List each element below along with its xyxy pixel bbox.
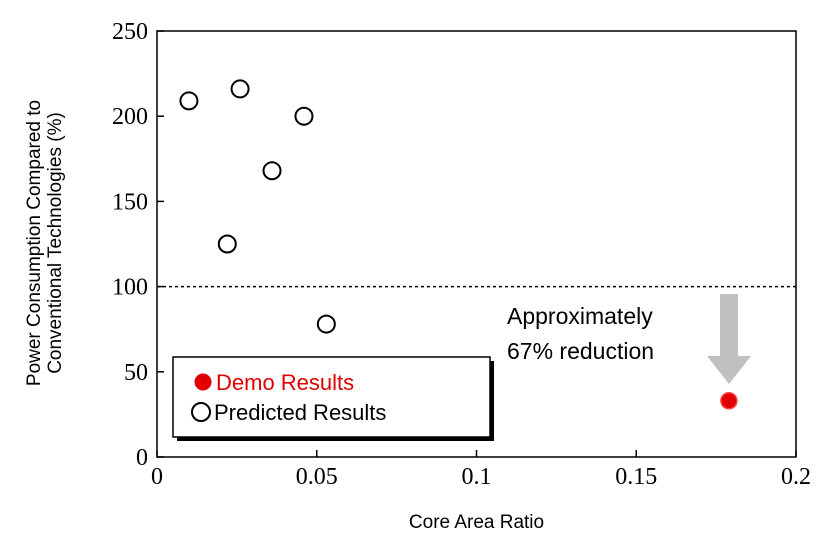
legend: Demo Results Predicted Results bbox=[172, 356, 494, 441]
y-tick-label: 0 bbox=[136, 445, 148, 471]
legend-marker-predicted bbox=[191, 402, 211, 422]
reduction-arrow bbox=[707, 294, 751, 384]
predicted-result-point bbox=[230, 79, 250, 99]
predicted-result-point bbox=[179, 91, 199, 111]
x-axis-title: Core Area Ratio bbox=[409, 512, 544, 533]
y-axis-title: Power Consumption Compared to Convention… bbox=[24, 100, 66, 386]
legend-box bbox=[172, 356, 491, 438]
x-tick-label: 0.05 bbox=[296, 464, 338, 490]
predicted-result-point bbox=[262, 161, 282, 181]
data-points bbox=[179, 79, 738, 410]
x-tick-label: 0 bbox=[151, 464, 163, 490]
reduction-arrow-head bbox=[707, 356, 751, 384]
x-axis-ticks: 0 0.05 0.1 0.15 0.2 bbox=[151, 450, 811, 490]
y-tick-label: 200 bbox=[112, 104, 148, 130]
x-tick-label: 0.1 bbox=[462, 464, 492, 490]
demo-result-point bbox=[720, 392, 738, 410]
legend-marker-demo bbox=[194, 373, 212, 391]
y-tick-label: 250 bbox=[112, 19, 148, 45]
y-axis-title-line-2: Conventional Technologies (%) bbox=[45, 112, 66, 374]
reduction-arrow-shaft bbox=[720, 294, 738, 356]
x-tick-label: 0.2 bbox=[781, 464, 811, 490]
y-axis-ticks: 0 50 100 150 200 250 bbox=[112, 19, 164, 471]
legend-label-predicted: Predicted Results bbox=[214, 400, 386, 425]
predicted-result-point bbox=[217, 234, 237, 254]
y-tick-label: 150 bbox=[112, 189, 148, 215]
predicted-result-point bbox=[294, 106, 314, 126]
predicted-result-point bbox=[316, 314, 336, 334]
annotation-line-1: Approximately bbox=[507, 303, 653, 329]
x-tick-label: 0.15 bbox=[615, 464, 657, 490]
y-tick-label: 50 bbox=[124, 360, 148, 386]
y-axis-title-line-1: Power Consumption Compared to bbox=[24, 100, 45, 386]
y-tick-label: 100 bbox=[112, 275, 148, 301]
legend-label-demo: Demo Results bbox=[216, 370, 354, 395]
annotation-line-2: 67% reduction bbox=[507, 338, 654, 364]
